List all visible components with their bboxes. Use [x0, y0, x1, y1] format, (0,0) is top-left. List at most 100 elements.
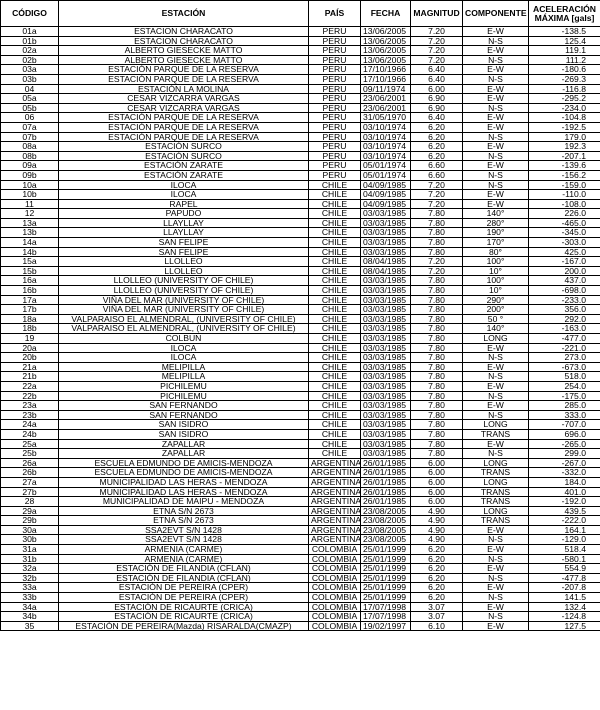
table-cell: -116.8	[528, 83, 600, 95]
table-row: 22b PICHILEMU CHILE 03/03/1985 7.80 N-S -175.0	[0, 390, 600, 402]
table-row: 12 PAPUDO CHILE 03/03/1985 7.80 140° 226.0	[0, 208, 600, 219]
table-cell: 170°	[462, 237, 529, 248]
table-cell: 7.80	[410, 390, 463, 402]
table-cell: 7.20	[410, 265, 463, 277]
table-cell: ILOCA	[58, 352, 309, 363]
table-cell: E-W	[462, 361, 529, 373]
table-row: 31b ARMENIA (CARME) COLOMBIA 25/01/1999 6.20…	[0, 553, 600, 565]
table-cell: -233.0	[528, 294, 600, 306]
table-row: 05a CESAR VIZCARRA VARGAS PERU 23/06/2001 6.…	[0, 93, 600, 104]
table-cell: 299.0	[528, 448, 600, 459]
table-row: 32a ESTACIÓN DE FILANDIA (CFLAN) COLOMBIA 2…	[0, 563, 600, 574]
table-row: 15a LLOLLEO CHILE 08/04/1985 7.20 100° -167.0	[0, 256, 600, 267]
table-cell: -156.2	[528, 169, 600, 181]
table-cell: -192.0	[528, 496, 600, 507]
table-cell: CHILE	[308, 448, 361, 459]
table-cell: 03/03/1985	[360, 409, 411, 421]
table-cell: ESTACIÓN LA MOLINA	[58, 83, 309, 95]
table-cell: 03/03/1985	[360, 217, 411, 229]
table-cell: N-S	[462, 592, 529, 603]
table-cell: E-W	[462, 93, 529, 104]
table-cell: 437.0	[528, 275, 600, 287]
table-cell: 26a	[0, 457, 59, 469]
table-cell: PERU	[308, 160, 361, 171]
table-cell: 7.80	[410, 448, 463, 459]
table-cell: COLOMBIA	[308, 544, 361, 555]
table-cell: 20b	[0, 352, 59, 363]
table-cell: 04/09/1985	[360, 179, 411, 191]
table-cell: 7.80	[410, 275, 463, 287]
table-row: 13a LLAYLLAY CHILE 03/03/1985 7.80 280° -465.0	[0, 217, 600, 229]
table-cell: 7.80	[410, 438, 463, 450]
table-cell: ARGENTINA	[308, 486, 361, 498]
table-cell: N-S	[462, 102, 529, 114]
table-cell: 22b	[0, 390, 59, 402]
data-table: CÓDIGO ESTACIÓN PAÍS FECHA MAGNITUD COMPONENT…	[0, 0, 600, 632]
table-row: 03b ESTACIÓN PARQUE DE LA RESERVA PERU 17/1…	[0, 73, 600, 85]
table-cell: PERU	[308, 169, 361, 181]
table-cell: SAN FELIPE	[58, 246, 309, 258]
table-row: 13b LLAYLLAY CHILE 03/03/1985 7.80 190° -345.0	[0, 227, 600, 239]
table-row: 32b ESTACIÓN DE FILANDIA (CFLAN) COLOMBIA 2…	[0, 572, 600, 584]
table-cell: 285.0	[528, 400, 600, 411]
table-cell: ARGENTINA	[308, 505, 361, 517]
table-cell: 25/01/1999	[360, 582, 411, 594]
table-cell: SAN FELIPE	[58, 237, 309, 248]
table-cell: CHILE	[308, 380, 361, 392]
table-cell: PERU	[308, 26, 361, 37]
table-cell: 14b	[0, 246, 59, 258]
table-cell: PERU	[308, 64, 361, 75]
table-cell: ESTACIÓN DE RICAURTE (CRICA)	[58, 611, 309, 622]
table-cell: 17/07/1998	[360, 601, 411, 613]
table-cell: 200.0	[528, 265, 600, 277]
table-row: 23a SAN FERNANDO CHILE 03/03/1985 7.80 E-W 285…	[0, 400, 600, 411]
table-cell: 290°	[462, 294, 529, 306]
table-cell: 23/08/2005	[360, 515, 411, 526]
table-cell: ESTACIÓN DE RICAURTE (CRICA)	[58, 601, 309, 613]
table-cell: CHILE	[308, 390, 361, 402]
table-cell: 6.60	[410, 169, 463, 181]
table-cell: 4.90	[410, 505, 463, 517]
table-cell: 7.80	[410, 217, 463, 229]
table-row: 06 ESTACIÓN PARQUE DE LA RESERVA PERU 31/05…	[0, 112, 600, 123]
table-cell: 4.90	[410, 515, 463, 526]
table-row: 33b ESTACIÓN DE PEREIRA (CPER) COLOMBIA 25/…	[0, 592, 600, 603]
table-cell: N-S	[462, 371, 529, 382]
table-cell: -295.2	[528, 93, 600, 104]
table-cell: 19/02/1997	[360, 620, 411, 632]
table-row: 15b LLOLLEO CHILE 08/04/1985 7.20 10° 200.0	[0, 265, 600, 277]
table-cell: N-S	[462, 54, 529, 66]
table-cell: CHILE	[308, 294, 361, 306]
table-cell: 03/03/1985	[360, 208, 411, 219]
table-cell: -124.8	[528, 611, 600, 622]
table-cell: PERU	[308, 121, 361, 133]
table-cell: 6.20	[410, 121, 463, 133]
table-cell: -707.0	[528, 419, 600, 430]
table-cell: ESTACIÓN PARQUE DE LA RESERVA	[58, 131, 309, 143]
table-cell: 01a	[0, 26, 59, 37]
table-cell: LLOLLEO	[58, 265, 309, 277]
table-cell: N-S	[462, 409, 529, 421]
table-cell: 03/03/1985	[360, 237, 411, 248]
table-cell: ARGENTINA	[308, 457, 361, 469]
table-cell: 08a	[0, 141, 59, 152]
table-cell: 3.07	[410, 601, 463, 613]
table-cell: ESTACIÓN PARQUE DE LA RESERVA	[58, 64, 309, 75]
table-cell: ESTACION CHARACATO	[58, 35, 309, 47]
table-cell: 23b	[0, 409, 59, 421]
table-cell: 32a	[0, 563, 59, 574]
table-cell: N-S	[462, 169, 529, 181]
table-cell: E-W	[462, 45, 529, 56]
table-cell: 07a	[0, 121, 59, 133]
table-row: 25b ZAPALLAR CHILE 03/03/1985 7.80 N-S 299.0	[0, 448, 600, 459]
table-cell: PICHILEMU	[58, 390, 309, 402]
table-cell: -104.8	[528, 112, 600, 123]
table-cell: 7.80	[410, 323, 463, 334]
table-cell: 292.0	[528, 313, 600, 325]
table-cell: E-W	[462, 160, 529, 171]
header-cell: FECHA	[360, 0, 411, 27]
table-cell: VIÑA DEL MAR (UNIVERSITY OF CHILE)	[58, 304, 309, 315]
table-cell: -159.0	[528, 179, 600, 191]
table-cell: 125.4	[528, 35, 600, 47]
table-cell: -108.0	[528, 198, 600, 210]
